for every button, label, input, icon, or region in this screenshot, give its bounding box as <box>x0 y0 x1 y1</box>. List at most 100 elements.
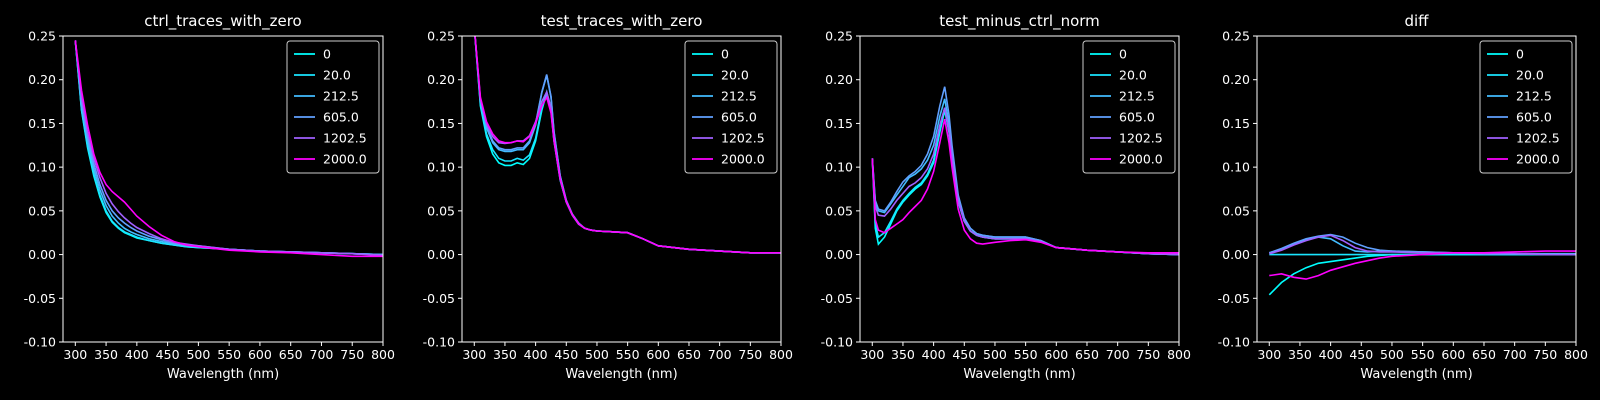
chart-panel-3: diff 300 350 400 450 500 550 600 650 700 750 800 -0.… <box>1218 12 1588 382</box>
y-tick-label: 0.10 <box>1222 160 1250 175</box>
chart-title: ctrl_traces_with_zero <box>144 12 301 31</box>
y-tick-label: 0.25 <box>1222 29 1250 44</box>
legend: 0 20.0 212.5 605.0 1202.5 2000.0 <box>684 40 778 174</box>
x-tick-label: 550 <box>1411 347 1435 362</box>
y-tick-label: -0.05 <box>24 291 56 306</box>
legend-box <box>1479 40 1573 174</box>
x-tick-label: 300 <box>860 347 884 362</box>
x-tick-label: 600 <box>1441 347 1465 362</box>
legend-label: 20.0 <box>721 68 749 83</box>
axes-frame <box>62 35 384 343</box>
x-tick-label: 550 <box>616 347 640 362</box>
y-tick-label: 0.00 <box>825 247 853 262</box>
y-tick-label: 0.05 <box>825 203 853 218</box>
legend: 0 20.0 212.5 605.0 1202.5 2000.0 <box>286 40 380 174</box>
y-tick-label: 0.20 <box>28 72 56 87</box>
y-tick-label: -0.10 <box>821 335 853 350</box>
y-tick-label: -0.10 <box>423 335 455 350</box>
legend-label: 212.5 <box>1516 89 1552 104</box>
legend-label: 1202.5 <box>1119 131 1163 146</box>
x-tick-label: 800 <box>371 347 395 362</box>
legend-label: 1202.5 <box>1516 131 1560 146</box>
y-tick-label: -0.10 <box>24 335 56 350</box>
x-tick-label: 650 <box>1472 347 1496 362</box>
x-tick-label: 500 <box>983 347 1007 362</box>
x-tick-label: 450 <box>1349 347 1373 362</box>
series-line-0 <box>1268 253 1576 296</box>
chart-panel-0: ctrl_traces_with_zero 300 350 400 450 500 550 6… <box>24 12 395 382</box>
series-line-2000.0 <box>871 118 1179 254</box>
x-tick-label: 650 <box>279 347 303 362</box>
x-tick-label: 650 <box>677 347 701 362</box>
x-tick-label: 400 <box>1319 347 1343 362</box>
x-tick-label: 750 <box>340 347 364 362</box>
y-tick-label: 0.20 <box>427 72 455 87</box>
y-tick-label: -0.05 <box>423 291 455 306</box>
legend-label: 20.0 <box>323 68 351 83</box>
x-tick-label: 450 <box>554 347 578 362</box>
x-tick-label: 750 <box>1533 347 1557 362</box>
series-line-1202.5 <box>74 40 383 257</box>
legend-label: 1202.5 <box>721 131 765 146</box>
x-tick-label: 600 <box>646 347 670 362</box>
y-tick-label: 0.25 <box>28 29 56 44</box>
x-tick-label: 400 <box>524 347 548 362</box>
legend-label: 605.0 <box>1516 110 1552 125</box>
y-tick-label: 0.05 <box>427 203 455 218</box>
series-group <box>1268 233 1576 296</box>
legend-label: 605.0 <box>721 110 757 125</box>
y-tick-label: 0.15 <box>825 116 853 131</box>
x-tick-label: 300 <box>462 347 486 362</box>
chart-panel-1: test_traces_with_zero 300 350 400 450 500 550 6… <box>423 12 793 382</box>
axes-frame <box>1256 35 1577 343</box>
legend-box <box>684 40 778 174</box>
series-line-2000.0 <box>474 36 781 254</box>
legend: 0 20.0 212.5 605.0 1202.5 2000.0 <box>1082 40 1176 174</box>
y-tick-label: -0.05 <box>821 291 853 306</box>
x-tick-label: 800 <box>1167 347 1191 362</box>
x-axis-label: Wavelength (nm) <box>1360 367 1472 382</box>
y-tick-label: 0.20 <box>1222 72 1250 87</box>
legend-label: 0 <box>1516 47 1524 62</box>
legend-label: 212.5 <box>1119 89 1155 104</box>
x-tick-label: 350 <box>94 347 118 362</box>
axes-frame <box>859 35 1180 343</box>
legend-label: 605.0 <box>1119 110 1155 125</box>
x-axis-label: Wavelength (nm) <box>565 367 677 382</box>
y-tick-label: -0.10 <box>1218 335 1250 350</box>
x-tick-label: 350 <box>891 347 915 362</box>
y-tick-label: 0.15 <box>1222 116 1250 131</box>
x-tick-label: 350 <box>493 347 517 362</box>
x-tick-label: 450 <box>952 347 976 362</box>
x-tick-label: 500 <box>186 347 210 362</box>
x-tick-label: 400 <box>922 347 946 362</box>
y-tick-label: 0.00 <box>427 247 455 262</box>
x-tick-label: 700 <box>1503 347 1527 362</box>
y-tick-label: -0.05 <box>1218 291 1250 306</box>
series-group <box>74 40 383 258</box>
x-tick-label: 600 <box>1044 347 1068 362</box>
legend: 0 20.0 212.5 605.0 1202.5 2000.0 <box>1479 40 1573 174</box>
y-tick-label: 0.25 <box>825 29 853 44</box>
x-tick-label: 600 <box>248 347 272 362</box>
x-tick-label: 750 <box>738 347 762 362</box>
x-axis-label: Wavelength (nm) <box>963 367 1075 382</box>
series-line-2000.0 <box>74 40 383 258</box>
x-tick-label: 800 <box>1564 347 1588 362</box>
x-tick-label: 350 <box>1288 347 1312 362</box>
y-tick-label: 0.05 <box>28 203 56 218</box>
legend-label: 2000.0 <box>1119 152 1163 167</box>
y-tick-label: 0.10 <box>28 160 56 175</box>
x-tick-label: 700 <box>310 347 334 362</box>
x-tick-label: 650 <box>1075 347 1099 362</box>
series-line-605.0 <box>871 86 1179 256</box>
x-tick-label: 700 <box>1106 347 1130 362</box>
y-tick-label: 0.00 <box>1222 247 1250 262</box>
series-line-2000.0 <box>1269 250 1576 280</box>
legend-label: 605.0 <box>323 110 359 125</box>
chart-title: test_minus_ctrl_norm <box>939 12 1100 31</box>
y-tick-label: 0.10 <box>427 160 455 175</box>
y-tick-label: 0.15 <box>427 116 455 131</box>
legend-label: 1202.5 <box>323 131 367 146</box>
